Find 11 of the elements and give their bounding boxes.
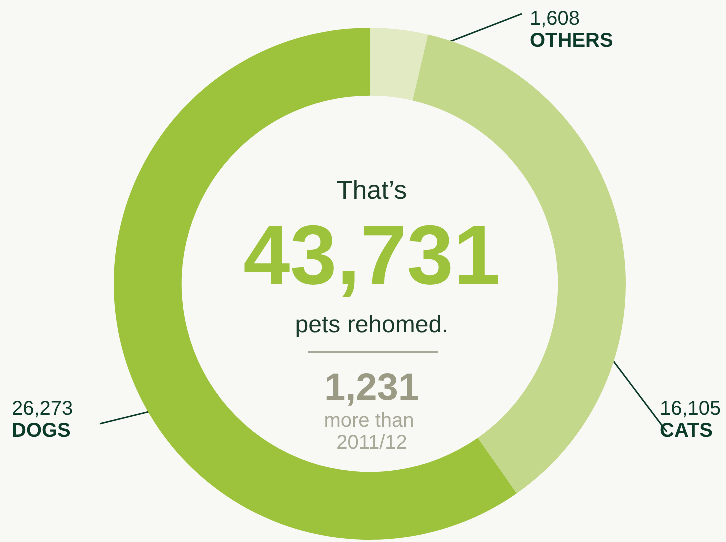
- data-label: 1,608: [530, 8, 580, 30]
- slice-label: OTHERS: [530, 30, 614, 52]
- text: 43,731: [244, 208, 500, 302]
- text: pets rehomed.: [295, 312, 449, 338]
- text: 1,231: [324, 367, 420, 409]
- slice-label: DOGS: [12, 420, 71, 442]
- data-label: 16,105: [660, 398, 722, 420]
- text: more than 2011/12: [324, 410, 420, 454]
- data-label: 26,273: [12, 398, 74, 420]
- slice-label: CATS: [660, 420, 713, 442]
- text: That’s: [336, 175, 408, 205]
